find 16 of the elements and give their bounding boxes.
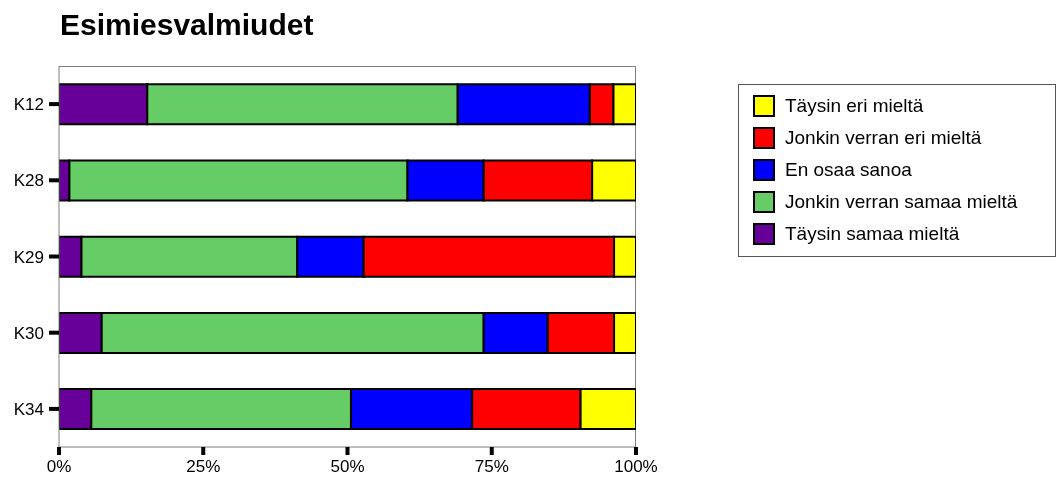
legend-label: Täysin eri mieltä xyxy=(785,95,924,117)
y-tick-label: K30 xyxy=(13,323,44,343)
chart-title: Esimiesvalmiudet xyxy=(60,8,314,42)
x-tick-label: 100% xyxy=(614,457,658,477)
legend-label: Täysin samaa mieltä xyxy=(785,223,960,245)
x-tick-label: 75% xyxy=(474,457,509,477)
legend-label: En osaa sanoa xyxy=(785,159,912,181)
legend-label: Jonkin verran samaa mieltä xyxy=(785,191,1018,213)
x-tick-label: 50% xyxy=(330,457,365,477)
y-tick-label: K12 xyxy=(13,95,44,115)
y-tick-label: K29 xyxy=(13,247,44,267)
y-tick-label: K28 xyxy=(13,171,44,191)
y-tick-label: K34 xyxy=(13,399,44,419)
legend-label: Jonkin verran eri mieltä xyxy=(785,127,982,149)
x-tick-label: 0% xyxy=(46,457,72,477)
x-tick-label: 25% xyxy=(186,457,221,477)
